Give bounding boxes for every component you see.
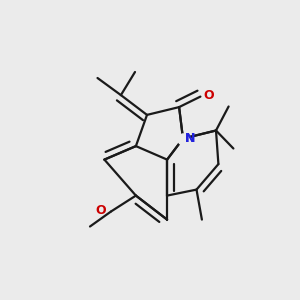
Text: N: N <box>184 132 195 145</box>
Text: N: N <box>184 132 195 145</box>
Text: O: O <box>203 88 214 102</box>
Text: O: O <box>95 204 106 218</box>
